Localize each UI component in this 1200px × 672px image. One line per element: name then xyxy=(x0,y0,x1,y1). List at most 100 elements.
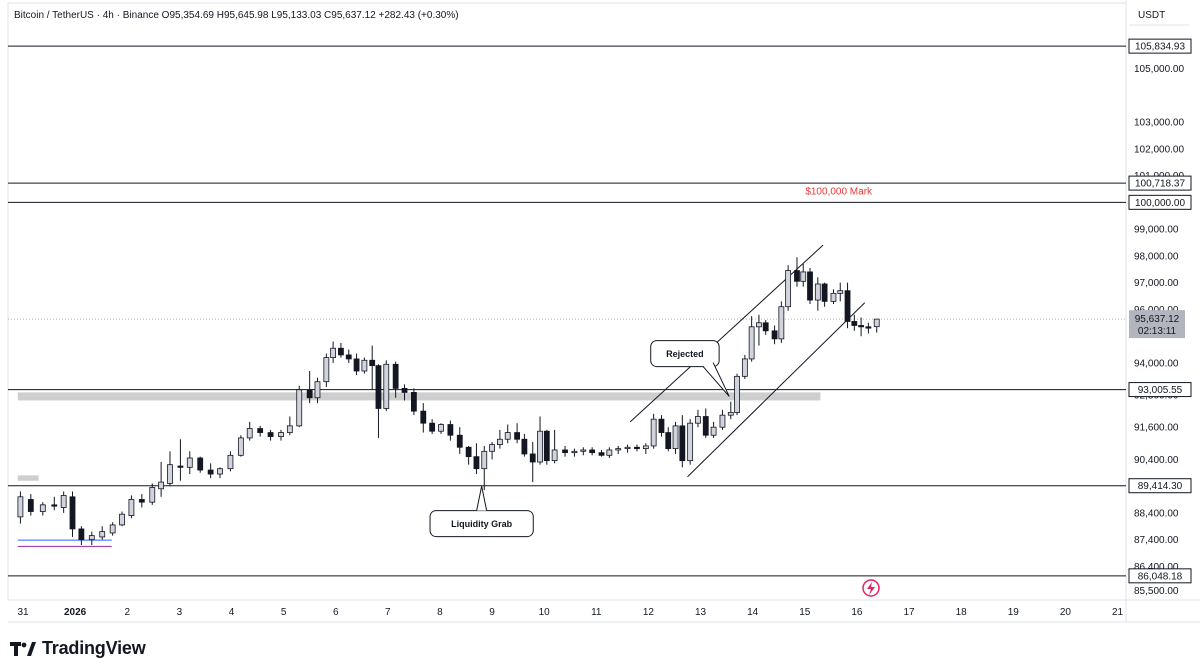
candle-body xyxy=(447,424,454,436)
price-tick-label: 87,400.00 xyxy=(1134,535,1179,546)
price-tick-label: 85,500.00 xyxy=(1134,586,1179,597)
callout-text: Liquidity Grab xyxy=(451,519,513,529)
price-chart[interactable]: 105,000.00103,000.00102,000.00101,000.00… xyxy=(0,0,1200,630)
price-tick-label: 86,400.00 xyxy=(1134,562,1179,573)
time-tick-label: 11 xyxy=(591,607,602,618)
candle-body xyxy=(392,363,399,389)
candle-body xyxy=(687,422,694,462)
candle-body xyxy=(138,499,145,503)
candle-body xyxy=(800,271,807,282)
candle-body xyxy=(88,535,95,541)
candle-body xyxy=(504,432,511,440)
candle-body xyxy=(267,432,274,437)
candle-body xyxy=(207,469,214,475)
supply-demand-zone xyxy=(17,475,39,481)
candle-body xyxy=(119,513,125,526)
candle-body xyxy=(496,438,503,446)
level-label-box xyxy=(1128,568,1192,584)
candle-body xyxy=(794,270,800,282)
candle-body xyxy=(128,499,135,516)
candle-body xyxy=(771,330,778,340)
candle-body xyxy=(634,446,640,450)
candle-body xyxy=(39,504,46,512)
time-tick-label: 7 xyxy=(385,607,391,618)
candle-body xyxy=(844,290,851,322)
candle-body xyxy=(830,292,837,302)
time-tick-label: 18 xyxy=(956,607,968,618)
symbol-title[interactable]: Bitcoin / TetherUS · 4h · Binance xyxy=(14,10,159,21)
candle-body xyxy=(695,416,701,424)
candle-body xyxy=(338,347,344,356)
brand-name: TradingView xyxy=(42,638,146,658)
time-tick-label: 14 xyxy=(747,607,759,618)
candle-body xyxy=(257,428,264,433)
candle-body xyxy=(851,321,858,326)
chart-pane xyxy=(7,2,1127,601)
candle-body xyxy=(562,449,568,454)
candle-body xyxy=(658,418,665,433)
candle-body xyxy=(624,446,631,450)
candle-body xyxy=(873,318,880,328)
candle-body xyxy=(551,449,558,462)
callout-pointer xyxy=(702,362,730,397)
level-label: 93,005.55 xyxy=(1138,385,1183,396)
candle-body xyxy=(217,468,223,475)
time-tick-label: 20 xyxy=(1060,607,1072,618)
candle-body xyxy=(456,434,463,448)
candle-body xyxy=(314,381,321,399)
candle-body xyxy=(246,428,253,439)
candle-body xyxy=(837,290,844,294)
candle-body xyxy=(99,531,106,538)
time-tick-label: 16 xyxy=(851,607,863,618)
candle-body xyxy=(858,325,864,328)
candle-body xyxy=(521,438,528,455)
candle-body xyxy=(17,496,24,518)
candle-body xyxy=(227,454,234,470)
price-tick-label: 90,400.00 xyxy=(1134,455,1179,466)
candle-body xyxy=(286,425,293,433)
lightning-bolt-icon xyxy=(867,582,875,595)
candle-body xyxy=(383,363,390,409)
level-label-box xyxy=(1128,175,1192,191)
candle-body xyxy=(149,487,156,503)
currency-label[interactable]: USDT xyxy=(1138,10,1166,21)
candle-body xyxy=(727,412,734,416)
callout-box[interactable] xyxy=(650,340,720,368)
symbol-header: Bitcoin / TetherUS · 4h · Binance O95,35… xyxy=(14,10,459,21)
time-tick-label: 9 xyxy=(489,607,495,618)
level-label: 105,834.93 xyxy=(1135,42,1185,53)
candle-body xyxy=(598,452,605,456)
candle-body xyxy=(306,389,313,399)
candle-body xyxy=(580,449,587,452)
candle-body xyxy=(785,270,792,308)
candle-body xyxy=(369,359,376,367)
candle-body xyxy=(719,414,726,428)
price-tick-label: 91,600.00 xyxy=(1134,423,1179,434)
channel-line[interactable] xyxy=(687,302,866,478)
candle-body xyxy=(741,358,748,377)
candle-body xyxy=(438,424,444,432)
candle-body xyxy=(821,283,828,302)
candle-body xyxy=(109,524,116,534)
candle-body xyxy=(60,495,67,508)
callout-text: Rejected xyxy=(666,349,704,359)
candle-body xyxy=(177,465,184,468)
candle-body xyxy=(710,426,717,436)
level-label: 89,414.30 xyxy=(1138,481,1183,492)
supply-demand-zone xyxy=(17,392,821,401)
candle-body xyxy=(615,448,622,451)
time-tick-label: 8 xyxy=(437,607,443,618)
candle-body xyxy=(814,283,821,301)
candle-body xyxy=(465,446,472,458)
candle-body xyxy=(650,418,657,447)
time-tick-label: 3 xyxy=(177,607,183,618)
candle-body xyxy=(401,387,408,393)
last-price-label: 95,637.12 xyxy=(1135,314,1180,325)
time-tick-label: 17 xyxy=(903,607,915,618)
candle-body xyxy=(679,425,686,462)
candle-body xyxy=(734,375,740,413)
candle-body xyxy=(537,430,543,463)
candle-body xyxy=(672,425,679,450)
time-tick-label: 21 xyxy=(1112,607,1124,618)
candle-body xyxy=(197,457,204,471)
